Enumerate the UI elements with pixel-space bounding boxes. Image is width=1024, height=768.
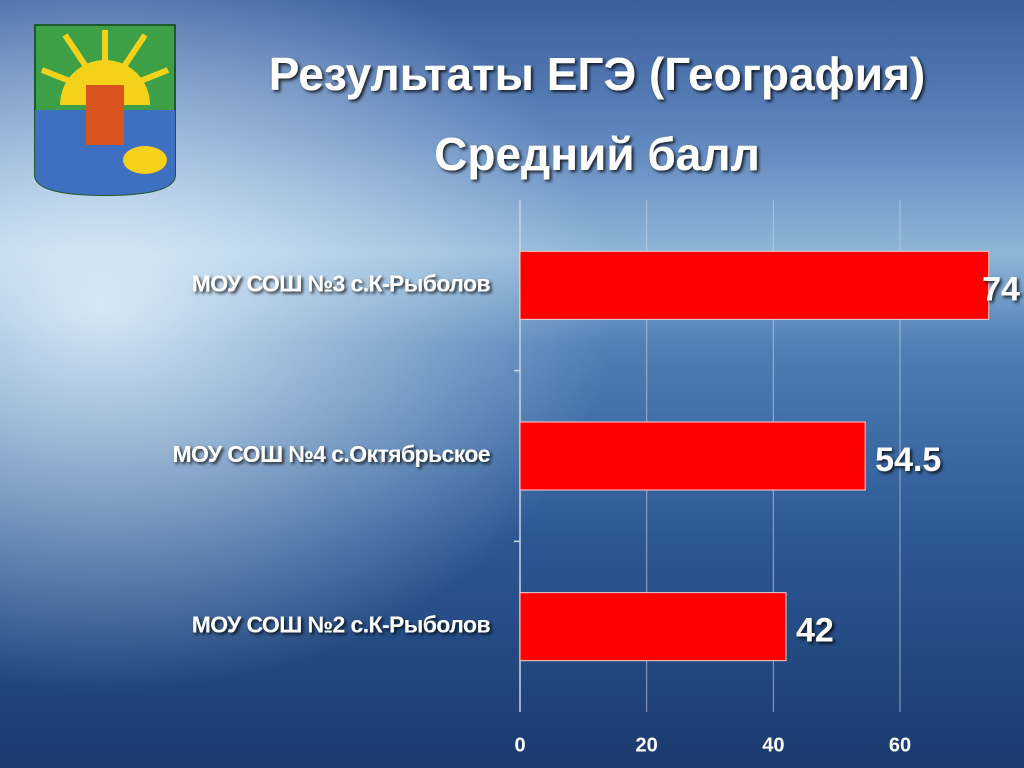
x-tick-label: 20 (636, 734, 658, 756)
bar (519, 250, 990, 320)
chart-subtitle: Средний балл (434, 128, 760, 180)
x-tick-label: 0 (514, 734, 525, 756)
data-label: 74 (982, 270, 1020, 308)
chart-title: Результаты ЕГЭ (География) (269, 48, 926, 100)
bar (519, 592, 787, 662)
y-tick-label: МОУ СОШ №3 с.К-Рыболов (192, 270, 491, 296)
y-tick-label: МОУ СОШ №4 с.Октябрьское (172, 441, 490, 467)
data-label: 42 (796, 612, 834, 650)
emblem (34, 24, 176, 197)
data-label: 54.5 (875, 441, 941, 479)
y-tick-label: МОУ СОШ №2 с.К-Рыболов (192, 612, 491, 638)
x-tick-label: 40 (762, 734, 784, 756)
bar (519, 421, 866, 491)
x-tick-label: 60 (889, 734, 911, 756)
